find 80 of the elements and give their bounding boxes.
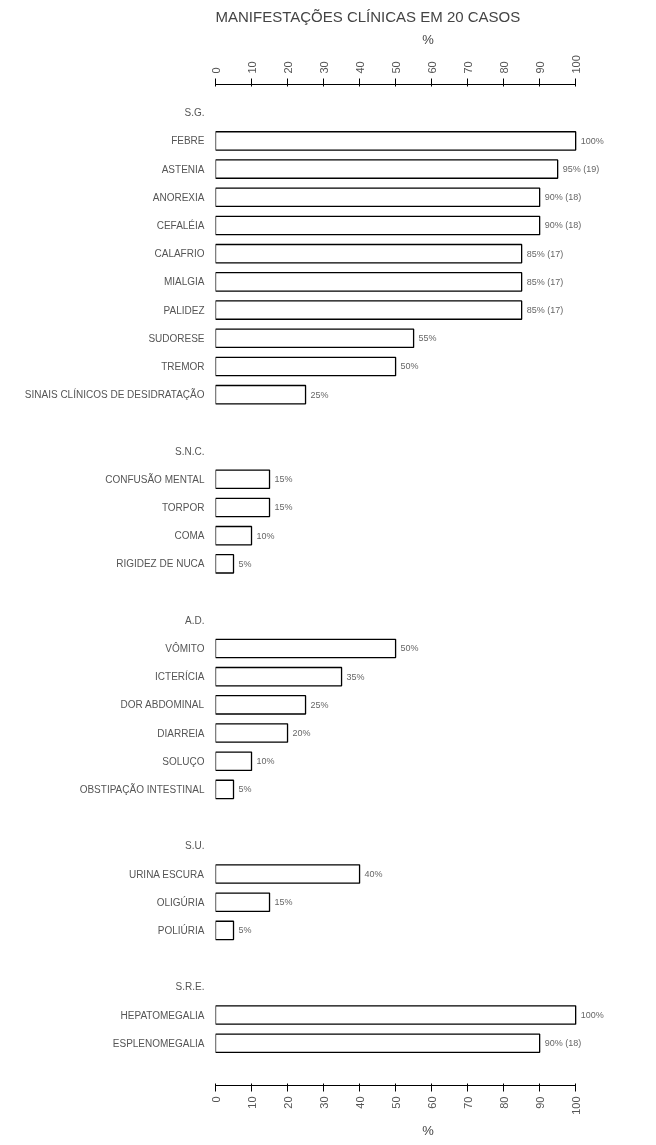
data-label: 5% — [238, 925, 252, 936]
data-label: 15% — [274, 474, 293, 485]
y-tick-label: S.G. — [184, 107, 205, 119]
x-tick-label: 50 — [389, 61, 402, 74]
y-tick-label: PALIDEZ — [163, 304, 205, 316]
x-tick-label: 20 — [281, 61, 294, 74]
x-axis-title: % — [422, 1122, 435, 1138]
x-tick-label: 100 — [569, 55, 582, 74]
y-tick-label: S.N.C. — [175, 445, 205, 457]
y-tick-label: COMA — [174, 530, 205, 542]
x2-tick-label: 90 — [533, 1096, 546, 1109]
x2-tick-label: 40 — [353, 1096, 366, 1109]
data-label: 5% — [238, 558, 252, 569]
y-tick-label: TORPOR — [161, 501, 205, 513]
y-tick-label: S.U. — [185, 840, 205, 852]
y-tick-label: RIGIDEZ DE NUCA — [116, 558, 205, 570]
data-label: 95% (19) — [562, 164, 600, 175]
y-tick-label: FEBRE — [171, 135, 205, 147]
x2-axis-title: % — [422, 32, 435, 48]
y-tick-label: CONFUSÃO MENTAL — [105, 472, 205, 485]
data-label: 35% — [346, 671, 365, 682]
y-tick-label: A.D. — [185, 614, 205, 626]
data-label: 50% — [400, 643, 419, 654]
x-tick-label: 30 — [317, 61, 330, 74]
chart-title: MANIFESTAÇÕES CLÍNICAS EM 20 CASOS — [215, 7, 521, 25]
x2-tick-label: 30 — [317, 1096, 330, 1109]
y-tick-label: CEFALÉIA — [156, 218, 205, 231]
y-tick-label: TREMOR — [161, 360, 205, 372]
y-tick-label: ICTERÍCIA — [155, 670, 205, 683]
y-tick-label: SOLUÇO — [162, 755, 205, 767]
x2-tick-label: 70 — [461, 1096, 474, 1109]
y-tick-label: OBSTIPAÇÃO INTESTINAL — [79, 782, 205, 795]
y-tick-label: HEPATOMEGALIA — [120, 1009, 205, 1021]
y-tick-label: ESPLENOMEGALIA — [112, 1037, 205, 1049]
y-tick-label: ANOREXIA — [152, 191, 205, 203]
y-tick-label: OLIGÚRIA — [156, 895, 205, 908]
data-label: 100% — [580, 1010, 604, 1021]
data-label: 85% (17) — [526, 276, 564, 287]
x-tick-label: 80 — [497, 61, 510, 74]
y-tick-label: MIALGIA — [163, 276, 205, 288]
y-tick-label: CALAFRIO — [154, 248, 205, 260]
x2-tick-label: 50 — [389, 1096, 402, 1109]
y-tick-label: POLIÚRIA — [157, 923, 205, 936]
y-tick-label: SUDORESE — [148, 332, 205, 344]
y-tick-label: SINAIS CLÍNICOS DE DESIDRATAÇÃO — [24, 388, 205, 401]
y-tick-label: S.R.E. — [175, 981, 205, 993]
y-tick-label: URINA ESCURA — [128, 868, 205, 880]
data-label: 10% — [256, 756, 275, 767]
data-label: 100% — [580, 135, 604, 146]
data-label: 15% — [274, 897, 293, 908]
data-label: 20% — [292, 728, 311, 739]
x-tick-label: 40 — [353, 61, 366, 74]
x2-tick-label: 60 — [425, 1096, 438, 1109]
data-label: 90% (18) — [544, 220, 582, 231]
data-label: 50% — [400, 361, 419, 372]
data-label: 25% — [310, 389, 329, 400]
data-label: 5% — [238, 784, 252, 795]
x2-tick-label: 10 — [245, 1096, 258, 1109]
y-tick-label: DIARREIA — [157, 727, 205, 739]
x-tick-label: 0 — [209, 67, 222, 74]
x2-tick-label: 0 — [209, 1096, 222, 1103]
y-tick-label: ASTENIA — [161, 163, 205, 175]
x2-tick-label: 20 — [281, 1096, 294, 1109]
y-tick-label: DOR ABDOMINAL — [120, 699, 205, 711]
data-label: 90% (18) — [544, 1038, 582, 1049]
x2-tick-label: 100 — [569, 1096, 582, 1115]
data-label: 55% — [418, 333, 437, 344]
x-tick-label: 60 — [425, 61, 438, 74]
data-label: 25% — [310, 699, 329, 710]
data-label: 85% (17) — [526, 248, 564, 259]
x2-tick-label: 80 — [497, 1096, 510, 1109]
data-label: 90% (18) — [544, 192, 582, 203]
data-label: 15% — [274, 502, 293, 513]
data-label: 10% — [256, 530, 275, 541]
x-tick-label: 10 — [245, 61, 258, 74]
y-tick-label: VÔMITO — [165, 641, 205, 654]
x-tick-label: 90 — [533, 61, 546, 74]
data-label: 85% (17) — [526, 305, 564, 316]
x-tick-label: 70 — [461, 61, 474, 74]
data-label: 40% — [364, 869, 383, 880]
